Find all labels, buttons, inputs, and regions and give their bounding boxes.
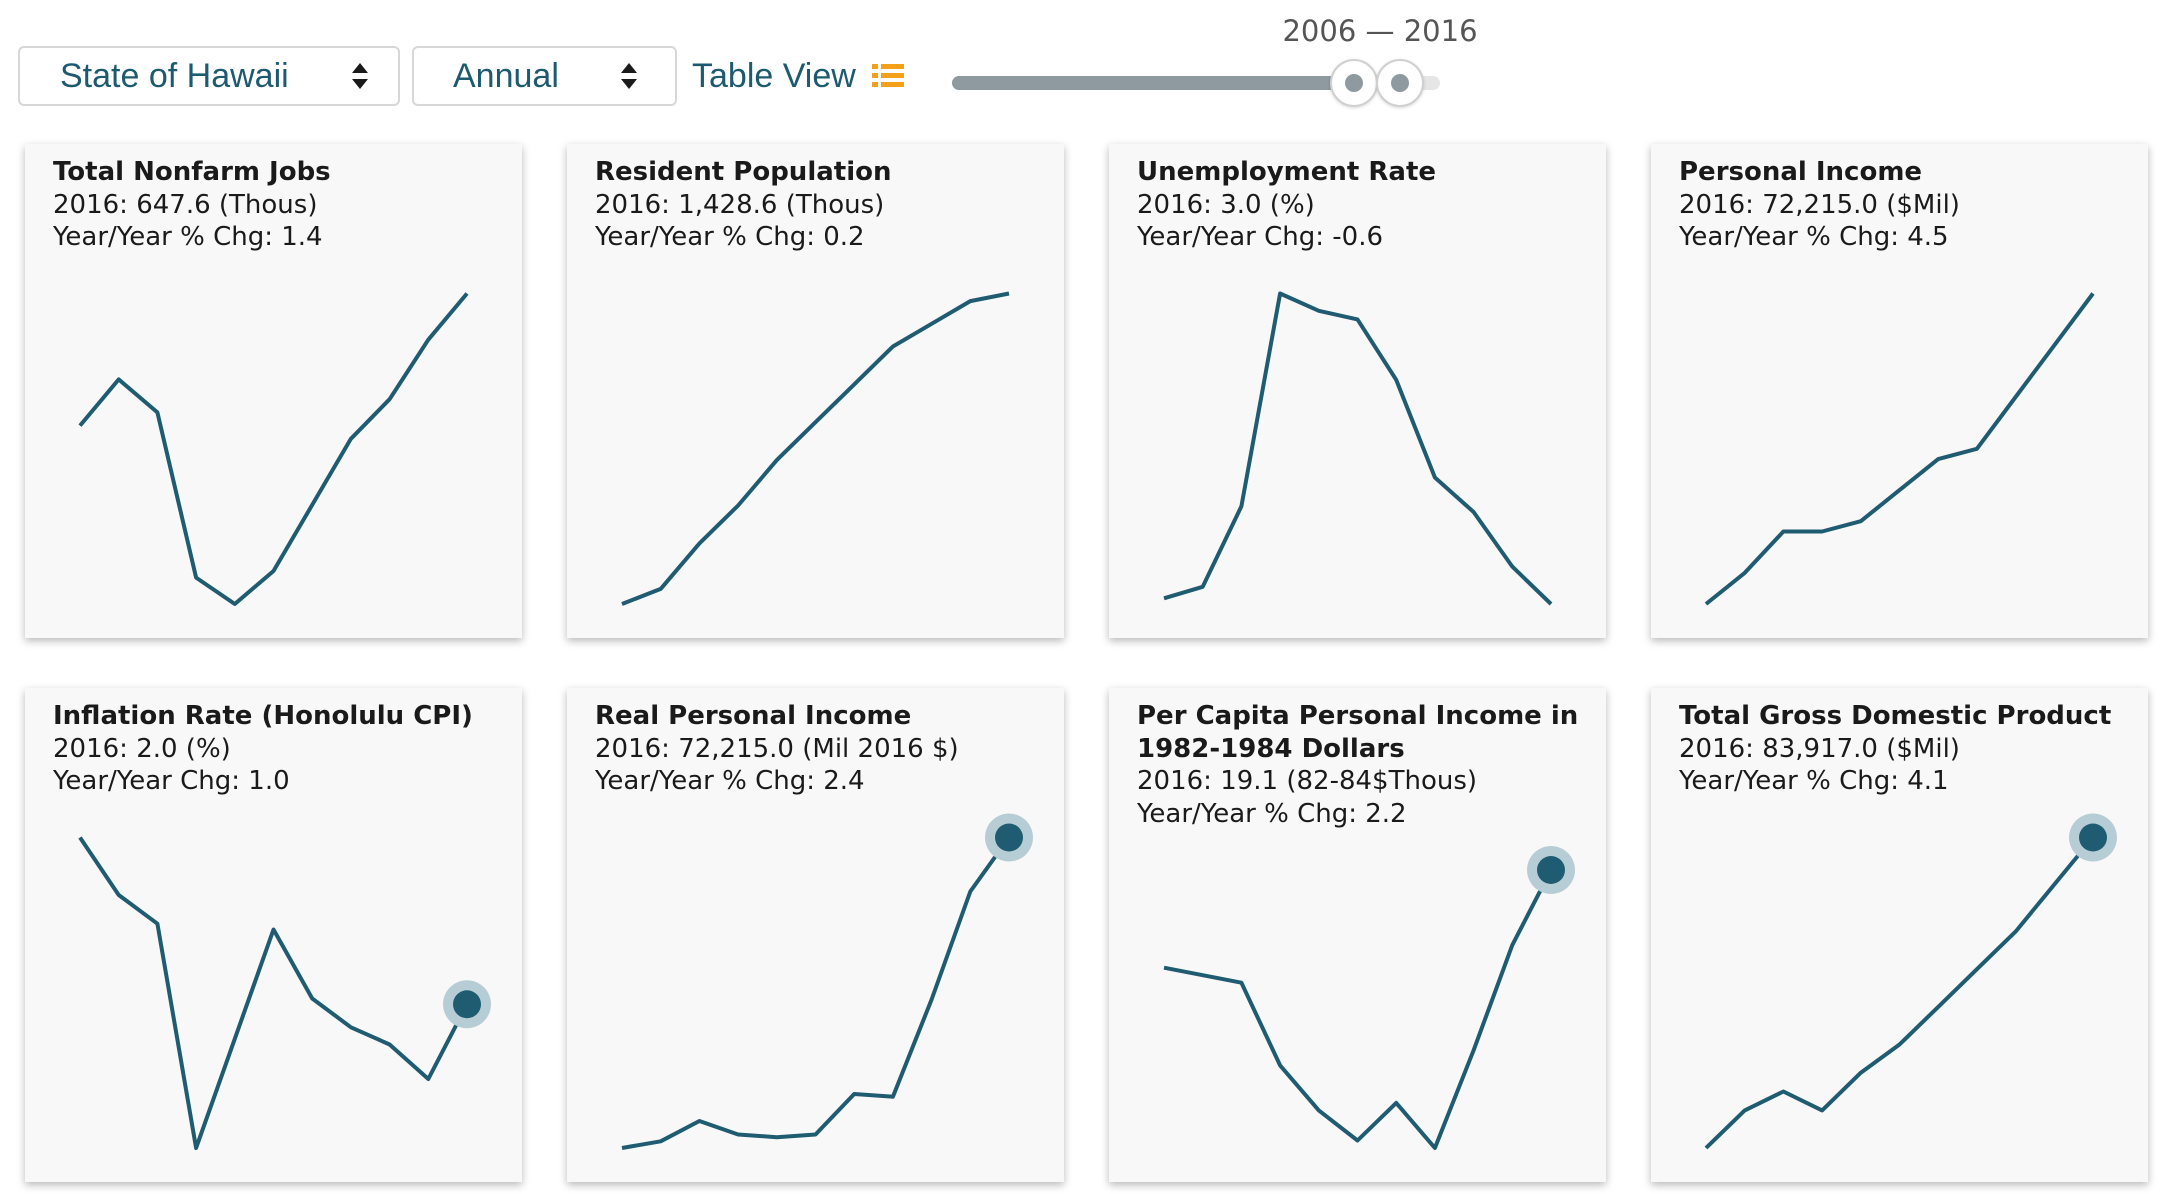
slider-handle-start[interactable] (1329, 59, 1378, 107)
sparkline-chart (1163, 291, 1553, 606)
card-latest-value: 2016: 2.0 (%) (53, 733, 231, 764)
range-start: 2006 (1282, 14, 1357, 48)
indicator-card[interactable]: Total Nonfarm Jobs 2016: 647.6 (Thous) Yea… (25, 144, 522, 638)
indicator-card[interactable]: Inflation Rate (Honolulu CPI) 2016: 2.0 (… (25, 688, 522, 1182)
table-view-label: Table View (692, 56, 856, 95)
latest-point-marker[interactable] (995, 823, 1023, 852)
sparkline-chart (621, 813, 1033, 1150)
indicator-card[interactable]: Total Gross Domestic Product 2016: 83,917… (1651, 688, 2148, 1182)
card-title: Resident Population (595, 157, 892, 187)
card-change-value: Year/Year % Chg: 0.2 (595, 222, 865, 252)
card-title: Real Personal Income (595, 701, 912, 731)
card-latest-value: 2016: 83,917.0 ($Mil) (1679, 733, 1960, 764)
card-title: Inflation Rate (Honolulu CPI) (53, 701, 473, 731)
slider-fill (952, 76, 1354, 90)
sparkline-chart (78, 836, 491, 1150)
card-change-value: Year/Year Chg: 1.0 (53, 766, 290, 796)
card-text: Inflation Rate (Honolulu CPI) 2016: 2.0 (… (53, 700, 504, 798)
region-select-value: State of Hawaii (60, 57, 289, 95)
indicator-card[interactable]: Personal Income 2016: 72,215.0 ($Mil) Year… (1651, 144, 2148, 638)
sort-arrows-icon (621, 63, 637, 89)
card-latest-value: 2016: 72,215.0 ($Mil) (1679, 189, 1960, 220)
range-separator: — (1365, 14, 1395, 48)
card-title: Per Capita Personal Income in 1982-1984 … (1137, 701, 1579, 764)
indicator-card[interactable]: Real Personal Income 2016: 72,215.0 (Mil … (567, 688, 1064, 1182)
range-end: 2016 (1403, 14, 1478, 48)
card-latest-value: 2016: 19.1 (82-84$Thous) (1137, 766, 1478, 796)
card-change-value: Year/Year % Chg: 1.4 (53, 222, 323, 252)
latest-point-marker[interactable] (453, 990, 481, 1019)
indicator-card[interactable]: Per Capita Personal Income in 1982-1984 … (1109, 688, 1606, 1182)
sparkline-series (621, 291, 1010, 606)
card-title: Personal Income (1679, 157, 1923, 187)
card-text: Per Capita Personal Income in 1982-1984 … (1137, 700, 1588, 830)
card-change-value: Year/Year % Chg: 4.5 (1679, 222, 1949, 252)
card-latest-value: 2016: 647.6 (Thous) (53, 189, 318, 220)
sparkline-series (1163, 869, 1553, 1150)
card-change-value: Year/Year % Chg: 4.1 (1679, 766, 1949, 796)
sparkline-chart (1704, 292, 2095, 606)
card-latest-value: 2016: 1,428.6 (Thous) (595, 189, 885, 220)
table-list-icon (871, 64, 904, 87)
sparkline-series (621, 836, 1011, 1150)
sparkline-chart (1704, 813, 2117, 1150)
card-text: Unemployment Rate 2016: 3.0 (%) Year/Year … (1137, 156, 1588, 254)
card-text: Real Personal Income 2016: 72,215.0 (Mil … (595, 700, 1046, 798)
latest-point-marker[interactable] (2079, 823, 2107, 852)
card-latest-value: 2016: 72,215.0 (Mil 2016 $) (595, 733, 959, 764)
year-range-slider[interactable] (952, 55, 1440, 111)
card-title: Total Gross Domestic Product (1679, 701, 2112, 731)
sparkline-series (78, 292, 469, 606)
sparkline-chart (78, 292, 469, 606)
card-text: Total Nonfarm Jobs 2016: 647.6 (Thous) Yea… (53, 156, 504, 254)
card-change-value: Year/Year % Chg: 2.2 (1137, 798, 1407, 829)
year-range-label: 2006 — 2016 (1260, 14, 1500, 48)
sort-arrows-icon (352, 63, 368, 89)
sparkline-chart (1163, 846, 1575, 1150)
table-view-link[interactable]: Table View (692, 52, 904, 100)
card-title: Unemployment Rate (1137, 157, 1437, 187)
indicator-card[interactable]: Resident Population 2016: 1,428.6 (Thous)… (567, 144, 1064, 638)
card-change-value: Year/Year Chg: -0.6 (1137, 222, 1384, 252)
sparkline-series (1163, 291, 1553, 606)
region-select[interactable]: State of Hawaii (18, 46, 400, 106)
card-latest-value: 2016: 3.0 (%) (1137, 189, 1315, 220)
sparkline-series (1704, 836, 2095, 1150)
sparkline-chart (621, 291, 1010, 606)
slider-handle-end[interactable] (1375, 59, 1424, 107)
card-text: Resident Population 2016: 1,428.6 (Thous)… (595, 156, 1046, 254)
card-change-value: Year/Year % Chg: 2.4 (595, 766, 865, 796)
sparkline-series (78, 836, 469, 1150)
sparkline-series (1704, 292, 2095, 606)
card-text: Total Gross Domestic Product 2016: 83,917… (1679, 700, 2130, 798)
frequency-select-value: Annual (453, 57, 559, 95)
latest-point-marker[interactable] (1537, 856, 1565, 884)
frequency-select[interactable]: Annual (412, 46, 677, 106)
card-text: Personal Income 2016: 72,215.0 ($Mil) Year… (1679, 156, 2130, 254)
card-title: Total Nonfarm Jobs (53, 157, 331, 187)
indicator-card[interactable]: Unemployment Rate 2016: 3.0 (%) Year/Year … (1109, 144, 1606, 638)
